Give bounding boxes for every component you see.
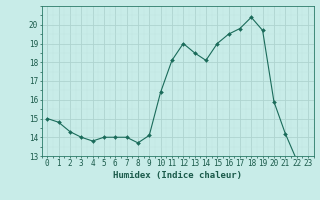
X-axis label: Humidex (Indice chaleur): Humidex (Indice chaleur) <box>113 171 242 180</box>
